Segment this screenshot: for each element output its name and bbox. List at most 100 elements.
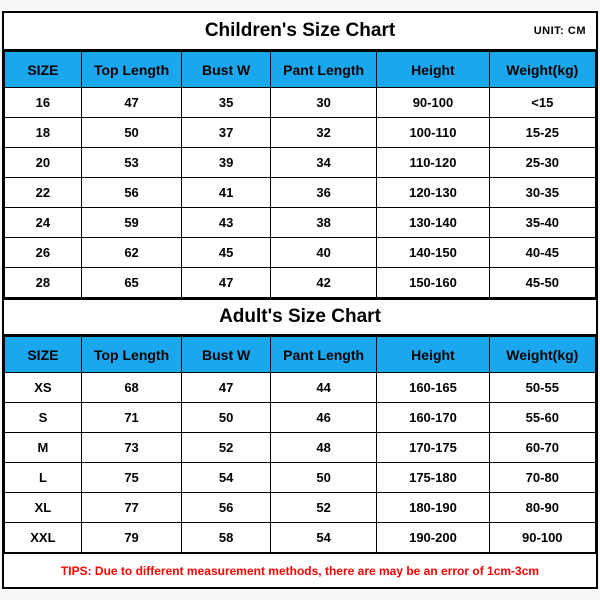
table-cell: 30: [270, 88, 376, 118]
table-cell: 16: [5, 88, 82, 118]
table-cell: 50: [270, 463, 376, 493]
table-cell: 47: [182, 373, 271, 403]
unit-label: UNIT: CM: [534, 25, 586, 37]
table-cell: 160-170: [377, 403, 489, 433]
table-row: S715046160-17055-60: [5, 403, 596, 433]
table-cell: L: [5, 463, 82, 493]
table-cell: 45: [182, 238, 271, 268]
table-cell: 73: [81, 433, 181, 463]
table-cell: 26: [5, 238, 82, 268]
column-header: Bust W: [182, 52, 271, 88]
table-cell: 80-90: [489, 493, 595, 523]
table-cell: 18: [5, 118, 82, 148]
table-row: 24594338130-14035-40: [5, 208, 596, 238]
table-row: 26624540140-15040-45: [5, 238, 596, 268]
table-cell: 90-100: [377, 88, 489, 118]
table-cell: 56: [81, 178, 181, 208]
adult-header-row: SIZETop LengthBust WPant LengthHeightWei…: [5, 337, 596, 373]
children-title-row: Children's Size Chart UNIT: CM: [4, 13, 596, 51]
table-cell: 44: [270, 373, 376, 403]
table-row: 18503732100-11015-25: [5, 118, 596, 148]
table-cell: 28: [5, 268, 82, 298]
table-cell: 54: [270, 523, 376, 553]
table-cell: 22: [5, 178, 82, 208]
table-cell: XS: [5, 373, 82, 403]
adult-table: SIZETop LengthBust WPant LengthHeightWei…: [4, 336, 596, 553]
table-cell: 42: [270, 268, 376, 298]
column-header: SIZE: [5, 337, 82, 373]
table-cell: 43: [182, 208, 271, 238]
table-cell: <15: [489, 88, 595, 118]
table-cell: 65: [81, 268, 181, 298]
table-cell: 46: [270, 403, 376, 433]
table-cell: 54: [182, 463, 271, 493]
table-cell: 41: [182, 178, 271, 208]
table-cell: 40: [270, 238, 376, 268]
column-header: Top Length: [81, 52, 181, 88]
table-cell: 55-60: [489, 403, 595, 433]
table-cell: 62: [81, 238, 181, 268]
table-cell: 35: [182, 88, 271, 118]
table-cell: 45-50: [489, 268, 595, 298]
table-cell: 35-40: [489, 208, 595, 238]
table-cell: 77: [81, 493, 181, 523]
table-row: XXL795854190-20090-100: [5, 523, 596, 553]
size-chart-page: Children's Size Chart UNIT: CM SIZETop L…: [2, 11, 598, 589]
table-cell: 40-45: [489, 238, 595, 268]
table-cell: 180-190: [377, 493, 489, 523]
table-cell: XL: [5, 493, 82, 523]
table-cell: 47: [81, 88, 181, 118]
table-row: L755450175-18070-80: [5, 463, 596, 493]
table-cell: S: [5, 403, 82, 433]
adult-title: Adult's Size Chart: [219, 306, 381, 328]
children-title: Children's Size Chart: [205, 20, 395, 42]
table-cell: 24: [5, 208, 82, 238]
table-cell: 38: [270, 208, 376, 238]
table-cell: 110-120: [377, 148, 489, 178]
table-cell: 130-140: [377, 208, 489, 238]
table-cell: 71: [81, 403, 181, 433]
column-header: Weight(kg): [489, 337, 595, 373]
table-cell: 36: [270, 178, 376, 208]
table-row: 22564136120-13030-35: [5, 178, 596, 208]
table-cell: 100-110: [377, 118, 489, 148]
children-table: SIZETop LengthBust WPant LengthHeightWei…: [4, 51, 596, 298]
table-cell: 39: [182, 148, 271, 178]
table-cell: 68: [81, 373, 181, 403]
column-header: Height: [377, 52, 489, 88]
table-row: M735248170-17560-70: [5, 433, 596, 463]
table-cell: 70-80: [489, 463, 595, 493]
table-cell: 150-160: [377, 268, 489, 298]
table-cell: 32: [270, 118, 376, 148]
table-row: XS684744160-16550-55: [5, 373, 596, 403]
table-cell: 47: [182, 268, 271, 298]
table-cell: 190-200: [377, 523, 489, 553]
table-row: 1647353090-100<15: [5, 88, 596, 118]
table-cell: M: [5, 433, 82, 463]
table-cell: 30-35: [489, 178, 595, 208]
column-header: Height: [377, 337, 489, 373]
children-header-row: SIZETop LengthBust WPant LengthHeightWei…: [5, 52, 596, 88]
table-cell: 120-130: [377, 178, 489, 208]
table-cell: 50-55: [489, 373, 595, 403]
column-header: Weight(kg): [489, 52, 595, 88]
column-header: Pant Length: [270, 52, 376, 88]
table-cell: 79: [81, 523, 181, 553]
tips-text: TIPS: Due to different measurement metho…: [61, 564, 539, 578]
table-cell: 160-165: [377, 373, 489, 403]
table-cell: 60-70: [489, 433, 595, 463]
table-cell: 56: [182, 493, 271, 523]
table-cell: 140-150: [377, 238, 489, 268]
table-cell: 75: [81, 463, 181, 493]
table-row: XL775652180-19080-90: [5, 493, 596, 523]
table-cell: 59: [81, 208, 181, 238]
column-header: Bust W: [182, 337, 271, 373]
table-cell: 52: [270, 493, 376, 523]
table-cell: 53: [81, 148, 181, 178]
table-cell: 175-180: [377, 463, 489, 493]
table-row: 20533934110-12025-30: [5, 148, 596, 178]
table-cell: 58: [182, 523, 271, 553]
tips-row: TIPS: Due to different measurement metho…: [4, 553, 596, 587]
table-cell: 90-100: [489, 523, 595, 553]
table-cell: XXL: [5, 523, 82, 553]
